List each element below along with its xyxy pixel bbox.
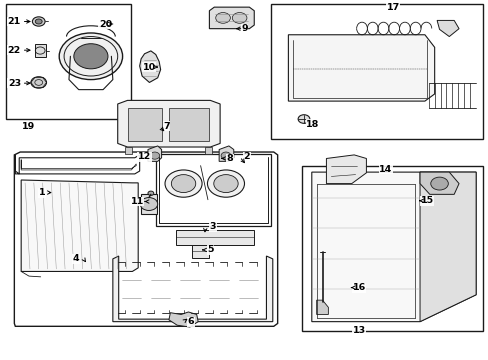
Text: 12: 12 <box>138 152 151 161</box>
Polygon shape <box>148 146 161 161</box>
Text: 22: 22 <box>8 46 21 55</box>
Polygon shape <box>219 146 233 161</box>
Circle shape <box>298 115 309 123</box>
Text: 13: 13 <box>352 326 365 335</box>
Circle shape <box>74 44 108 69</box>
Polygon shape <box>311 172 475 321</box>
Polygon shape <box>191 244 209 258</box>
Bar <box>35 44 46 57</box>
Circle shape <box>148 191 154 195</box>
Text: 2: 2 <box>243 152 250 161</box>
Polygon shape <box>326 155 366 184</box>
Polygon shape <box>118 100 220 147</box>
Polygon shape <box>176 230 254 244</box>
Text: 18: 18 <box>305 120 319 129</box>
Circle shape <box>35 19 42 24</box>
Text: 7: 7 <box>163 122 169 131</box>
Bar <box>5 4 131 119</box>
Polygon shape <box>21 159 136 170</box>
Text: 9: 9 <box>241 24 247 33</box>
Polygon shape <box>113 256 272 321</box>
Circle shape <box>31 77 46 88</box>
Polygon shape <box>21 180 138 271</box>
Text: 20: 20 <box>99 19 112 28</box>
Circle shape <box>59 33 122 80</box>
Circle shape <box>232 13 246 23</box>
Bar <box>271 4 483 139</box>
Text: 17: 17 <box>386 3 399 12</box>
Bar <box>156 154 271 226</box>
Circle shape <box>150 152 159 159</box>
Polygon shape <box>124 147 132 154</box>
Polygon shape <box>168 108 209 140</box>
Polygon shape <box>288 35 434 101</box>
Text: 10: 10 <box>142 63 156 72</box>
Circle shape <box>215 13 230 23</box>
Text: 8: 8 <box>226 154 233 163</box>
Circle shape <box>140 198 158 211</box>
Circle shape <box>221 152 230 159</box>
Polygon shape <box>204 147 212 154</box>
Polygon shape <box>209 7 254 29</box>
Circle shape <box>171 175 195 193</box>
Polygon shape <box>316 300 328 315</box>
Text: 16: 16 <box>352 283 365 292</box>
Circle shape <box>32 17 45 26</box>
Text: 21: 21 <box>8 17 21 26</box>
Text: 6: 6 <box>187 317 194 326</box>
Polygon shape <box>419 172 458 194</box>
Text: 14: 14 <box>379 165 392 174</box>
Polygon shape <box>141 194 157 214</box>
Bar <box>302 166 483 330</box>
Circle shape <box>430 177 447 190</box>
Polygon shape <box>140 51 160 82</box>
Polygon shape <box>128 108 161 140</box>
Polygon shape <box>436 21 458 37</box>
Circle shape <box>207 170 244 197</box>
Circle shape <box>213 175 238 193</box>
Text: 4: 4 <box>73 255 80 264</box>
Circle shape <box>164 170 202 197</box>
Text: 23: 23 <box>8 79 21 88</box>
Polygon shape <box>419 172 475 321</box>
Text: 3: 3 <box>209 222 216 231</box>
Text: 15: 15 <box>420 196 433 205</box>
Text: 11: 11 <box>130 197 143 206</box>
Text: 5: 5 <box>207 246 213 255</box>
Polygon shape <box>168 312 198 327</box>
Text: 1: 1 <box>39 188 45 197</box>
Text: 19: 19 <box>22 122 36 131</box>
